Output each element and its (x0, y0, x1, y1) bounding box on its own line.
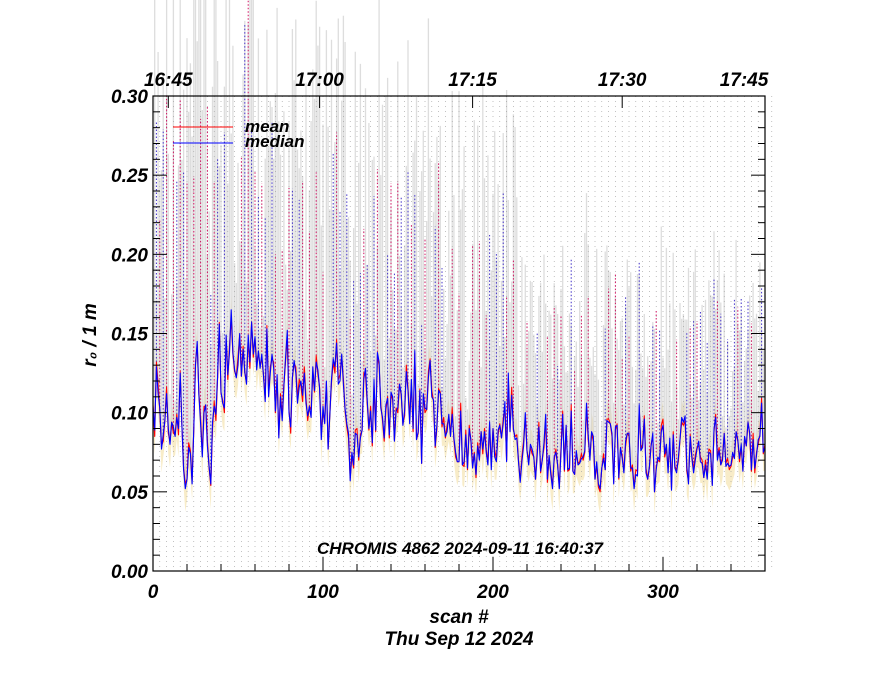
x-tick-label: 300 (647, 582, 679, 603)
y-tick-label: 0.15 (111, 325, 148, 346)
ticks-layer: 0 100 200 300 0.00 0.05 0.10 0.15 0.20 0.25 0.3016… (111, 70, 769, 603)
y-tick-label: 0.20 (111, 245, 148, 266)
chart-annotation: CHROMIS 4862 2024-09-11 16:40:37 (317, 539, 605, 558)
top-tick-label: 16:45 (144, 70, 193, 91)
x-tick-label: 100 (307, 582, 339, 603)
series-layer (153, 0, 765, 493)
top-tick-label: 17:30 (598, 70, 647, 91)
y-tick-label: 0.05 (111, 483, 148, 504)
y-tick-label: 0.25 (111, 166, 148, 187)
x-axis-label: scan # (429, 607, 489, 628)
y-tick-label: 0.10 (111, 404, 148, 425)
y-tick-label: 0.00 (111, 562, 148, 583)
legend-mean-label: mean (245, 117, 289, 136)
y-tick-label: 0.30 (111, 87, 148, 108)
x-tick-label: 200 (476, 582, 509, 603)
top-tick-label: 17:00 (295, 70, 344, 91)
legend: mean median (173, 117, 305, 151)
x-tick-label: 0 (148, 582, 159, 603)
series-line-median (153, 309, 765, 493)
y-axis-label: r₀ / 1 m (80, 303, 101, 367)
x-axis-date-label: Thu Sep 12 2024 (385, 629, 534, 650)
top-tick-label: 17:45 (720, 70, 769, 91)
top-tick-label: 17:15 (448, 70, 497, 91)
legend-median-label: median (245, 132, 305, 151)
grid-layer (152, 96, 773, 571)
